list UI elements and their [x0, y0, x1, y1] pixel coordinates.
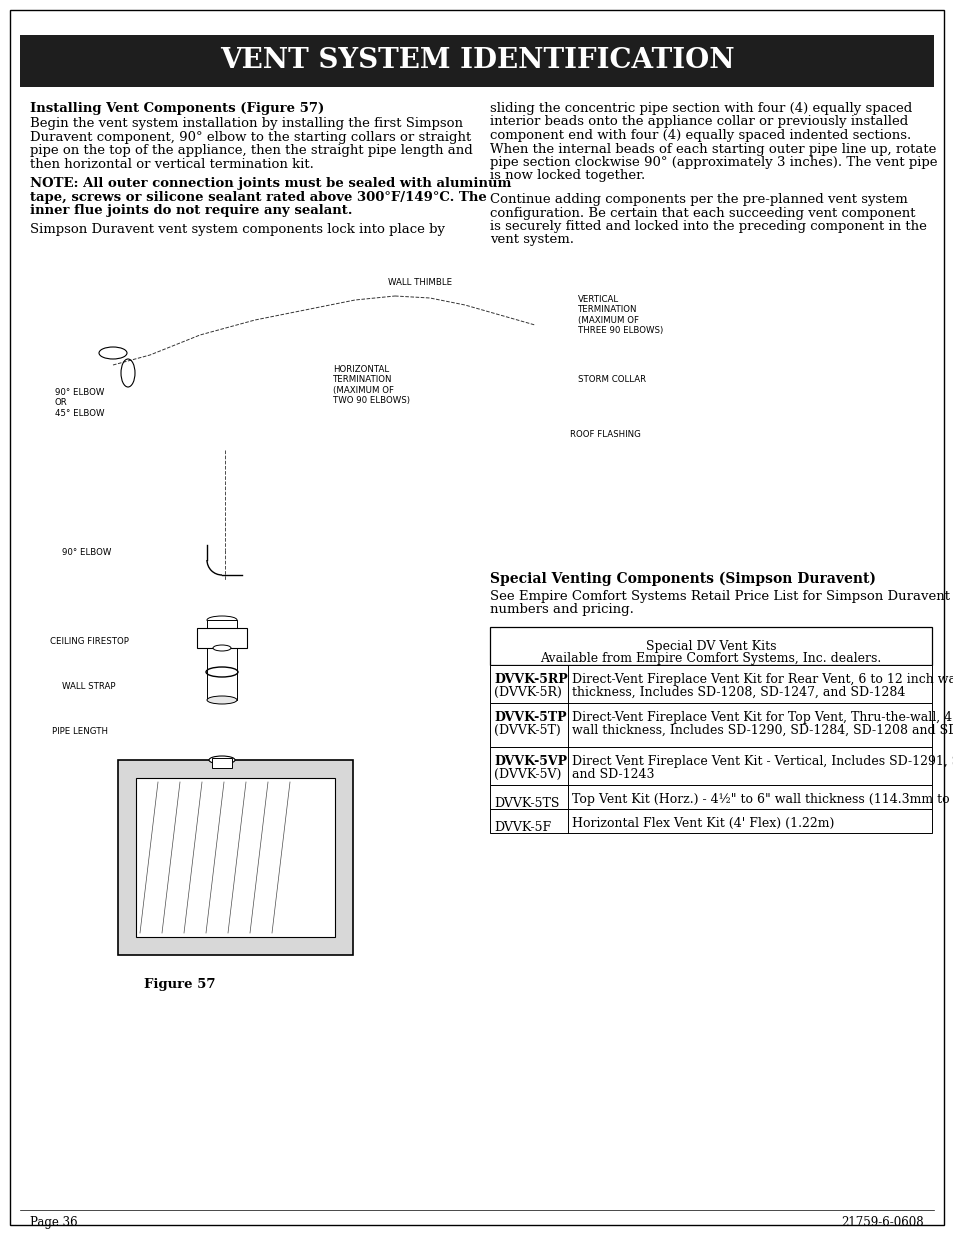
Text: then horizontal or vertical termination kit.: then horizontal or vertical termination …	[30, 158, 314, 170]
Text: When the internal beads of each starting outer pipe line up, rotate: When the internal beads of each starting…	[490, 142, 936, 156]
Bar	[207, 620, 236, 700]
Text: Direct Vent Fireplace Vent Kit - Vertical, Includes SD-1291, SD-1253,: Direct Vent Fireplace Vent Kit - Vertica…	[572, 755, 953, 768]
Bar	[490, 785, 931, 809]
Text: Figure 57: Figure 57	[144, 978, 215, 990]
Text: DVVK-5VP: DVVK-5VP	[494, 755, 566, 768]
Bar	[490, 664, 931, 703]
Text: STORM COLLAR: STORM COLLAR	[578, 375, 645, 384]
Text: tape, screws or silicone sealant rated above 300°F/149°C. The: tape, screws or silicone sealant rated a…	[30, 190, 486, 204]
Ellipse shape	[213, 645, 231, 651]
Text: inner flue joints do not require any sealant.: inner flue joints do not require any sea…	[30, 204, 352, 217]
Text: CEILING FIRESTOP: CEILING FIRESTOP	[50, 637, 129, 646]
Text: Direct-Vent Fireplace Vent Kit for Rear Vent, 6 to 12 inch wall: Direct-Vent Fireplace Vent Kit for Rear …	[572, 673, 953, 685]
Ellipse shape	[121, 359, 135, 387]
Text: Available from Empire Comfort Systems, Inc. dealers.: Available from Empire Comfort Systems, I…	[539, 652, 881, 664]
Text: Continue adding components per the pre-planned vent system: Continue adding components per the pre-p…	[490, 193, 907, 206]
Ellipse shape	[207, 616, 236, 624]
Text: 21759-6-0608: 21759-6-0608	[841, 1216, 923, 1229]
Text: Horizontal Flex Vent Kit (4' Flex) (1.22m): Horizontal Flex Vent Kit (4' Flex) (1.22…	[572, 818, 834, 830]
Text: ROOF FLASHING: ROOF FLASHING	[569, 430, 640, 438]
Text: vent system.: vent system.	[490, 233, 574, 247]
Text: DVVK-5F: DVVK-5F	[494, 821, 551, 834]
Text: (DVVK-5R): (DVVK-5R)	[494, 685, 561, 699]
Text: configuration. Be certain that each succeeding vent component: configuration. Be certain that each succ…	[490, 206, 915, 220]
Bar	[196, 629, 247, 648]
Text: VERTICAL
TERMINATION
(MAXIMUM OF
THREE 90 ELBOWS): VERTICAL TERMINATION (MAXIMUM OF THREE 9…	[578, 295, 662, 335]
Bar	[20, 35, 933, 86]
Text: 90° ELBOW
OR
45° ELBOW: 90° ELBOW OR 45° ELBOW	[55, 388, 105, 417]
Bar	[136, 778, 335, 937]
Text: Special Venting Components (Simpson Duravent): Special Venting Components (Simpson Dura…	[490, 572, 875, 587]
Text: and SD-1243: and SD-1243	[572, 768, 654, 781]
Text: HORIZONTAL
TERMINATION
(MAXIMUM OF
TWO 90 ELBOWS): HORIZONTAL TERMINATION (MAXIMUM OF TWO 9…	[333, 366, 410, 405]
Text: Installing Vent Components (Figure 57): Installing Vent Components (Figure 57)	[30, 103, 324, 115]
Bar	[212, 758, 232, 768]
Text: sliding the concentric pipe section with four (4) equally spaced: sliding the concentric pipe section with…	[490, 103, 911, 115]
Ellipse shape	[207, 697, 236, 704]
Text: 90° ELBOW: 90° ELBOW	[62, 548, 112, 557]
Text: Special DV Vent Kits: Special DV Vent Kits	[645, 640, 776, 653]
Bar	[490, 627, 931, 664]
Text: Page 36: Page 36	[30, 1216, 77, 1229]
Bar	[490, 703, 931, 747]
Text: DVVK-5TP: DVVK-5TP	[494, 711, 566, 724]
Text: wall thickness, Includes SD-1290, SD-1284, SD-1208 and SD-1247: wall thickness, Includes SD-1290, SD-128…	[572, 724, 953, 737]
Text: See Empire Comfort Systems Retail Price List for Simpson Duravent part: See Empire Comfort Systems Retail Price …	[490, 590, 953, 603]
Text: component end with four (4) equally spaced indented sections.: component end with four (4) equally spac…	[490, 128, 910, 142]
Text: Top Vent Kit (Horz.) - 4½" to 6" wall thickness (114.3mm to 152mm): Top Vent Kit (Horz.) - 4½" to 6" wall th…	[572, 793, 953, 806]
Text: WALL THIMBLE: WALL THIMBLE	[388, 278, 452, 287]
Text: numbers and pricing.: numbers and pricing.	[490, 604, 633, 616]
Text: Begin the vent system installation by installing the first Simpson: Begin the vent system installation by in…	[30, 117, 462, 130]
Text: thickness, Includes SD-1208, SD-1247, and SD-1284: thickness, Includes SD-1208, SD-1247, an…	[572, 685, 904, 699]
Text: (DVVK-5T): (DVVK-5T)	[494, 724, 560, 737]
Text: VENT SYSTEM IDENTIFICATION: VENT SYSTEM IDENTIFICATION	[219, 47, 734, 74]
Bar	[118, 760, 353, 955]
Text: Direct-Vent Fireplace Vent Kit for Top Vent, Thru-the-wall, 4 to 6 inch: Direct-Vent Fireplace Vent Kit for Top V…	[572, 711, 953, 724]
Text: DVVK-5TS: DVVK-5TS	[494, 797, 558, 810]
Text: pipe section clockwise 90° (approximately 3 inches). The vent pipe: pipe section clockwise 90° (approximatel…	[490, 156, 937, 169]
Text: Duravent component, 90° elbow to the starting collars or straight: Duravent component, 90° elbow to the sta…	[30, 131, 471, 143]
Text: WALL STRAP: WALL STRAP	[62, 682, 115, 692]
Text: interior beads onto the appliance collar or previously installed: interior beads onto the appliance collar…	[490, 116, 907, 128]
Ellipse shape	[99, 347, 127, 359]
Bar	[490, 747, 931, 785]
Bar	[490, 809, 931, 832]
Text: is now locked together.: is now locked together.	[490, 169, 644, 183]
Text: NOTE: All outer connection joints must be sealed with aluminum: NOTE: All outer connection joints must b…	[30, 177, 511, 190]
Text: PIPE LENGTH: PIPE LENGTH	[52, 727, 108, 736]
Text: Simpson Duravent vent system components lock into place by: Simpson Duravent vent system components …	[30, 224, 444, 236]
Text: pipe on the top of the appliance, then the straight pipe length and: pipe on the top of the appliance, then t…	[30, 144, 473, 157]
Text: DVVK-5RP: DVVK-5RP	[494, 673, 567, 685]
Text: (DVVK-5V): (DVVK-5V)	[494, 768, 560, 781]
Ellipse shape	[209, 756, 234, 764]
Text: is securely fitted and locked into the preceding component in the: is securely fitted and locked into the p…	[490, 220, 926, 233]
